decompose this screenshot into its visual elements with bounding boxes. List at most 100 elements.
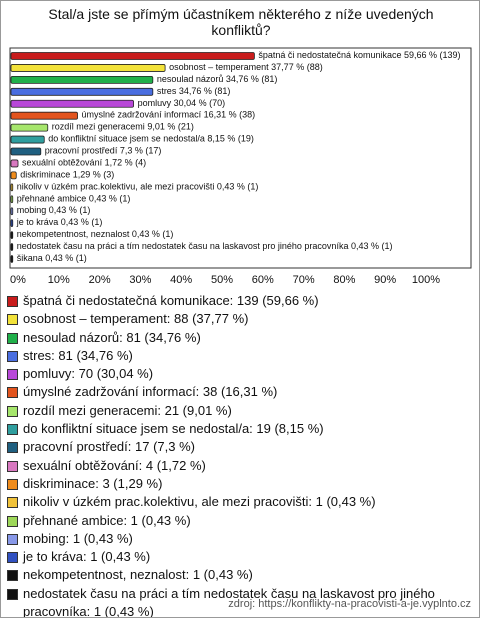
bar [10, 183, 14, 192]
legend-label: do konfliktní situace jsem se nedostal/a… [23, 421, 324, 437]
legend-item: pracovní prostředí: 17 (7,3 %) [7, 438, 473, 456]
x-tick-label: 60% [252, 274, 274, 286]
legend-label: nedostatek času na práci a tím nedostate… [23, 585, 435, 618]
legend-item: nedostatek času na práci a tím nedostate… [7, 585, 473, 618]
legend-swatch [7, 478, 18, 490]
legend-item: osobnost – temperament: 88 (37,77 %) [7, 310, 473, 328]
legend-label: mobing: 1 (0,43 %) [23, 530, 133, 546]
legend-label: sexuální obtěžování: 4 (1,72 %) [23, 457, 206, 473]
bar-label: špatná či nedostatečná komunikace 59,66 … [258, 50, 460, 60]
chart-title: Stal/a jste se přímým účastníkem některé… [48, 6, 434, 38]
legend-swatch [7, 387, 18, 399]
x-tick-label: 10% [48, 274, 70, 286]
bar [10, 195, 14, 204]
legend-swatch [7, 296, 18, 307]
x-tick-label: 0% [10, 274, 26, 286]
plot-frame [9, 47, 472, 269]
legend-label: diskriminace: 3 (1,29 %) [23, 475, 163, 491]
bar-label-category: šikana [17, 253, 43, 263]
bar-label-category: nedostatek času na práci a tím nedostate… [17, 241, 349, 251]
legend-label: nikoliv v úzkém prac.kolektivu, ale mezi… [23, 494, 376, 510]
legend-item: nekompetentnost, neznalost: 1 (0,43 %) [7, 566, 473, 584]
legend-item: diskriminace: 3 (1,29 %) [7, 475, 473, 493]
legend-item: špatná či nedostatečná komunikace: 139 (… [7, 292, 473, 310]
bar-value-label: 9,01 % (21) [147, 122, 194, 132]
legend-item: nesoulad názorů: 81 (34,76 %) [7, 329, 473, 347]
bar-label-category: je to kráva [16, 218, 59, 228]
bar-label: sexuální obtěžování 1,72 % (4) [22, 158, 146, 168]
bar-label-category: stres [157, 86, 177, 96]
legend-item: úmyslné zadržování informací: 38 (16,31 … [7, 383, 473, 401]
legend-swatch [7, 332, 18, 344]
bar-label-category: rozdíl mezi generacemi [52, 122, 145, 132]
bar [10, 147, 42, 156]
bar-label-category: osobnost – temperament [169, 62, 269, 72]
bar-label-category: úmyslné zadržování informací [82, 110, 202, 120]
bar-label: stres 34,76 % (81) [157, 86, 231, 96]
bar [10, 75, 154, 84]
bar [10, 135, 45, 144]
bar-label: šikana 0,43 % (1) [17, 253, 87, 263]
legend-label: je to kráva: 1 (0,43 %) [23, 549, 151, 565]
legend-swatch [7, 588, 18, 600]
legend-swatch [7, 424, 18, 436]
bar-value-label: 30,04 % (70) [174, 98, 226, 108]
legend-swatch [7, 460, 18, 472]
legend-item: stres: 81 (34,76 %) [7, 347, 473, 365]
bar [10, 159, 19, 168]
legend-item: rozdíl mezi generacemi: 21 (9,01 %) [7, 402, 473, 420]
legend-label: pomluvy: 70 (30,04 %) [23, 366, 154, 382]
bar-label: do konfliktní situace jsem se nedostal/a… [48, 134, 254, 144]
legend-swatch [7, 533, 18, 545]
bar-label: nesoulad názorů 34,76 % (81) [157, 74, 278, 84]
legend-item: nikoliv v úzkém prac.kolektivu, ale mezi… [7, 493, 473, 511]
bar [10, 219, 14, 228]
x-tick-label: 30% [129, 274, 151, 286]
bar-value-label: 0,43 % (1) [61, 218, 103, 228]
legend-item: sexuální obtěžování: 4 (1,72 %) [7, 457, 473, 475]
legend-swatch [7, 570, 18, 582]
bar-value-label: 16,31 % (38) [204, 110, 256, 120]
x-tick-label: 40% [170, 274, 192, 286]
bar-value-label: 34,76 % (81) [179, 86, 231, 96]
legend-swatch [7, 369, 18, 381]
legend-swatch [7, 442, 18, 454]
legend-item: pomluvy: 70 (30,04 %) [7, 365, 473, 383]
legend-swatch [7, 515, 18, 527]
legend-label: nekompetentnost, neznalost: 1 (0,43 %) [23, 567, 253, 583]
bar-label-category: přehnané ambice [17, 194, 87, 204]
bar [10, 87, 154, 96]
bar-value-label: 0,43 % (1) [49, 206, 91, 216]
bar-value-label: 1,29 % (3) [73, 170, 115, 180]
bar-label: pomluvy 30,04 % (70) [138, 98, 226, 108]
x-tick-label: 20% [89, 274, 111, 286]
legend-swatch [7, 497, 18, 509]
bar-value-label: 0,43 % (1) [89, 194, 131, 204]
legend-item: přehnané ambice: 1 (0,43 %) [7, 512, 473, 530]
legend-swatch [7, 314, 18, 326]
x-tick-label: 50% [211, 274, 233, 286]
bar [10, 111, 78, 120]
bar-label-category: pomluvy [138, 98, 172, 108]
source: zdroj: https://konflikty-na-pracovisti-a… [228, 598, 471, 610]
legend-swatch [7, 552, 18, 564]
bar [10, 255, 14, 263]
bar-label-category: nesoulad názorů [157, 74, 224, 84]
bar-value-label: 34,76 % (81) [226, 74, 278, 84]
bar [10, 99, 134, 108]
legend-label: špatná či nedostatečná komunikace: 139 (… [23, 293, 319, 308]
bar-label-category: do konfliktní situace jsem se nedostal/a [48, 134, 205, 144]
bar-value-label: 7,3 % (17) [120, 146, 162, 156]
legend-item: je to kráva: 1 (0,43 %) [7, 548, 473, 566]
legend-label: přehnané ambice: 1 (0,43 %) [23, 512, 191, 528]
legend-label: osobnost – temperament: 88 (37,77 %) [23, 311, 249, 327]
bar-value-label: 0,43 % (1) [217, 182, 259, 192]
bar-value-label: 0,43 % (1) [351, 241, 393, 251]
bar-label-category: sexuální obtěžování [22, 158, 103, 168]
bar-label-category: nekompetentnost, neznalost [17, 229, 130, 239]
bar [10, 207, 14, 216]
bar [10, 171, 17, 180]
bar-label-category: pracovní prostředí [45, 146, 118, 156]
bar-label-category: špatná či nedostatečná komunikace [258, 50, 401, 60]
